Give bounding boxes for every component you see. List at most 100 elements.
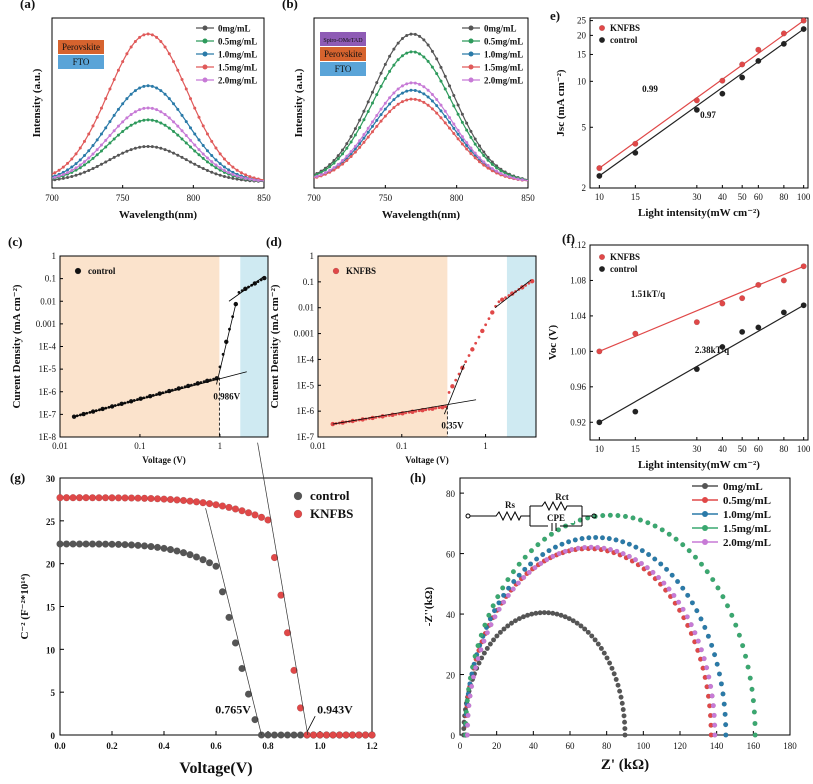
nyquist-point — [522, 566, 528, 572]
ms-point — [121, 494, 129, 502]
ms-point — [251, 511, 259, 519]
ms-point — [127, 494, 136, 502]
y-tick-label: 0 — [51, 731, 56, 741]
y-tick-label: 40 — [446, 610, 456, 620]
pl-point — [366, 100, 370, 104]
pl-point — [78, 163, 82, 167]
pl-point — [435, 57, 439, 61]
y-axis-title: Intensity (a.u.) — [31, 68, 43, 137]
pl-point — [396, 41, 400, 45]
nyquist-point — [666, 531, 672, 537]
pl-point — [248, 177, 252, 181]
jv-point — [427, 407, 431, 411]
pl-point — [490, 167, 494, 171]
nyquist-point — [540, 552, 546, 558]
nyquist-point — [646, 552, 652, 558]
pl-point — [405, 34, 409, 38]
nyquist-point — [607, 547, 613, 553]
pl-point — [142, 145, 146, 149]
jv-point — [330, 421, 335, 427]
pl-point — [91, 144, 95, 148]
pl-point — [341, 152, 345, 156]
nyquist-point — [481, 650, 487, 656]
ms-point — [277, 731, 285, 739]
data-point — [800, 302, 807, 309]
pl-point — [142, 33, 146, 37]
pl-point — [95, 164, 99, 168]
nyquist-point — [718, 681, 724, 687]
nyquist-point — [592, 637, 598, 643]
pl-point — [87, 160, 91, 164]
ms-point — [75, 494, 84, 502]
pl-point — [99, 106, 103, 110]
pl-point — [163, 92, 167, 96]
pl-point — [388, 69, 392, 73]
x-tick-label: 750 — [116, 193, 130, 203]
pl-point — [116, 124, 120, 128]
nyquist-point — [478, 647, 484, 653]
y-axis-title: Intensity (a.u.) — [293, 68, 305, 137]
y-tick-label: 20 — [46, 560, 56, 570]
pl-point — [362, 140, 366, 144]
ms-point — [329, 731, 337, 739]
pl-point — [193, 143, 197, 147]
pl-point — [104, 160, 108, 164]
nyquist-point — [522, 554, 528, 560]
pl-point — [167, 52, 171, 56]
pl-point — [201, 152, 205, 156]
data-point — [780, 277, 787, 284]
nyquist-point — [529, 611, 535, 617]
pl-point — [163, 112, 167, 116]
pl-point — [172, 102, 176, 106]
pl-point — [375, 81, 379, 85]
x-tick-label: 50 — [738, 444, 748, 454]
ms-point — [225, 503, 233, 512]
pl-point — [146, 32, 150, 36]
nyquist-point — [488, 622, 494, 628]
pl-point — [358, 145, 362, 149]
nyquist-point — [720, 691, 726, 697]
nyquist-point — [715, 585, 721, 591]
x-tick-label: 60 — [566, 741, 576, 751]
y-tick-label: 10 — [577, 76, 587, 86]
nyquist-point — [673, 536, 679, 542]
pl-point — [235, 168, 239, 172]
pl-point — [193, 106, 197, 110]
jv-point — [262, 275, 267, 281]
pl-point — [486, 163, 490, 167]
pl-point — [465, 147, 469, 151]
pl-point — [155, 86, 159, 90]
pl-point — [448, 84, 452, 88]
nyquist-point — [516, 561, 522, 567]
y-axis-title: Jsc (mA cm⁻²) — [555, 69, 567, 136]
nyquist-point — [569, 547, 575, 553]
nyquist-point — [562, 548, 568, 554]
pl-point — [95, 148, 99, 152]
ms-point — [322, 731, 331, 739]
nyquist-point — [740, 643, 746, 649]
pl-point — [108, 87, 112, 91]
ms-point — [69, 494, 77, 502]
ms-point — [309, 731, 318, 739]
y-axis-title: Curent Density (mA cm⁻²) — [269, 284, 281, 408]
pl-point — [413, 81, 417, 85]
pl-point — [482, 160, 486, 164]
pl-point — [252, 178, 256, 182]
pl-point — [78, 158, 82, 162]
jv-point — [414, 409, 418, 413]
pl-point — [418, 52, 422, 56]
pl-point — [336, 162, 340, 166]
pl-point — [99, 149, 103, 153]
x-tick-label: 100 — [637, 741, 651, 751]
jv-point — [233, 301, 239, 307]
y-axis-title: Voc (V) — [547, 324, 559, 360]
panel-label-e: e) — [550, 8, 560, 23]
pl-point — [116, 133, 120, 137]
pl-point — [379, 71, 383, 75]
y-tick-label: 60 — [446, 550, 456, 560]
nyquist-point — [505, 592, 511, 599]
pl-point — [155, 145, 159, 149]
x-tick-label: 850 — [521, 193, 535, 203]
nyquist-point — [666, 586, 672, 592]
ms-point — [348, 731, 357, 739]
